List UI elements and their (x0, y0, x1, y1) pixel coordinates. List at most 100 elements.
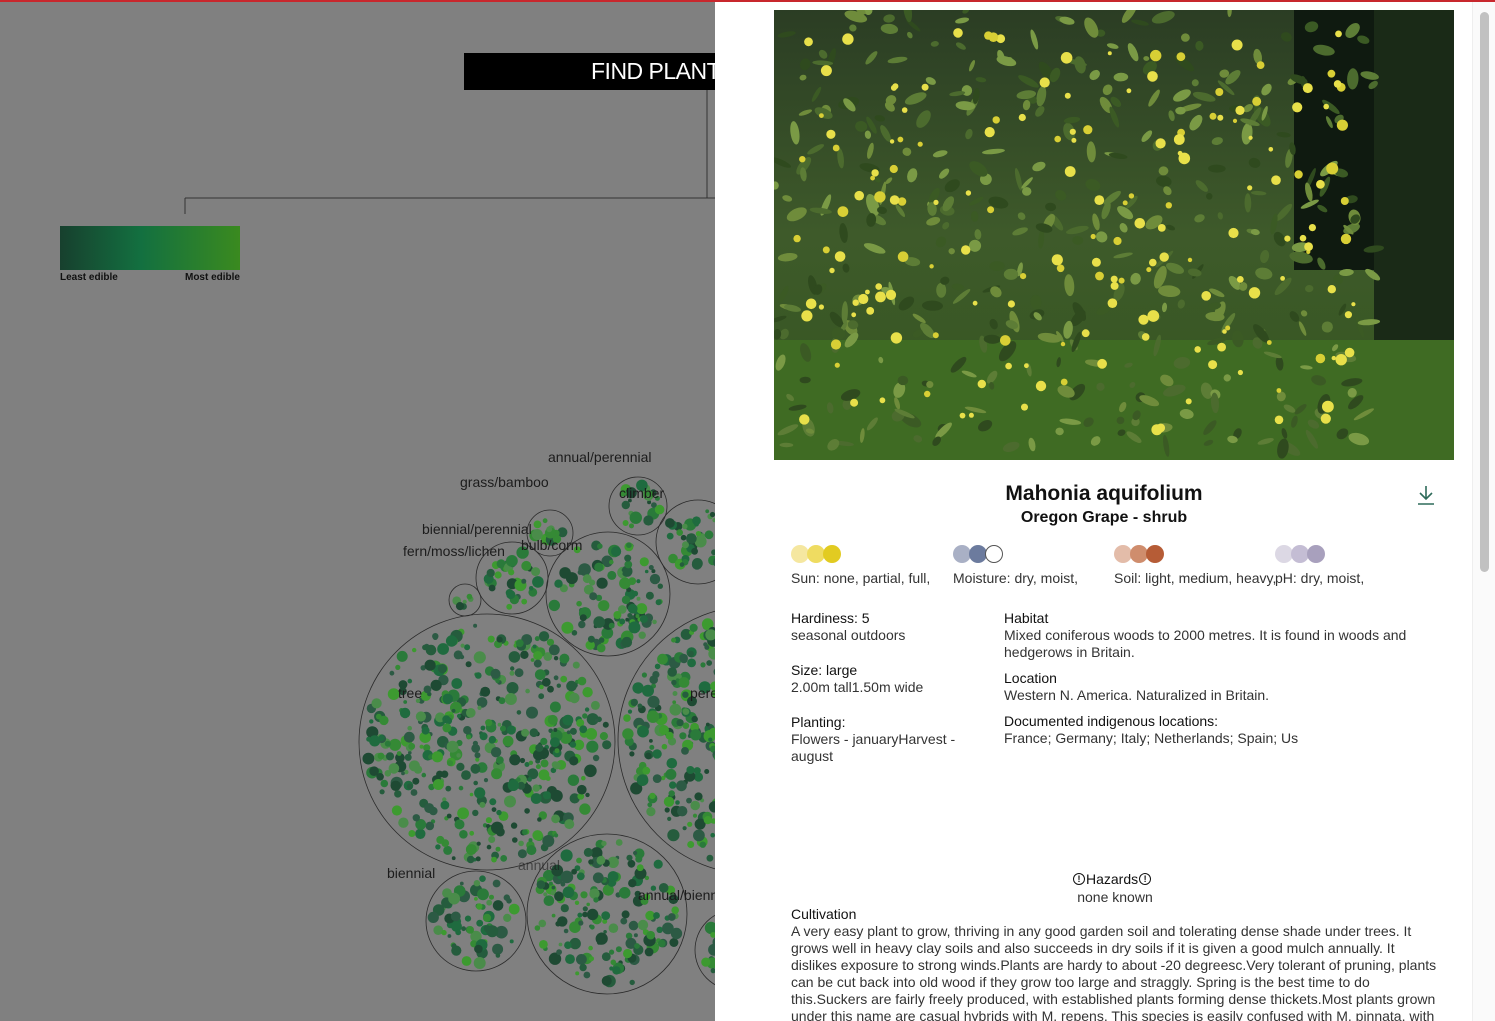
label-annual-biennial[interactable]: annual/bienn (638, 887, 719, 903)
plant-dot (425, 644, 437, 656)
plant-dot (396, 751, 402, 756)
soil-condition: Soil: light, medium, heavy, (1114, 545, 1276, 586)
plant-dot (624, 560, 633, 569)
plant-dot (594, 562, 604, 572)
cultivation-label: Cultivation (791, 906, 857, 922)
plant-dot (628, 621, 641, 634)
plant-dot (653, 859, 663, 869)
plant-dot (512, 837, 518, 843)
plant-dot (646, 710, 660, 723)
plant-dot (390, 780, 401, 791)
plant-dot (508, 569, 515, 576)
plant-dot (525, 688, 530, 694)
plant-dot (601, 555, 613, 568)
plant-dot (668, 553, 678, 564)
label-climber[interactable]: climber (619, 485, 665, 501)
plant-dot (575, 971, 580, 976)
plant-dot (565, 572, 578, 585)
plant-dot (521, 634, 533, 645)
plant-dot (553, 728, 558, 732)
panel-scrollbar[interactable] (1472, 2, 1495, 1021)
plant-dot (625, 932, 633, 940)
plant-dot (647, 802, 653, 808)
plant-dot (476, 841, 481, 846)
plant-dot (425, 821, 435, 831)
plant-dot (581, 775, 586, 781)
plant-dot (628, 498, 632, 503)
plant-dot (479, 801, 486, 808)
plant-dot (476, 697, 488, 708)
plant-dot (532, 784, 540, 792)
plant-dot (526, 845, 537, 856)
plant-dot (559, 731, 573, 744)
label-annual-perennial[interactable]: annual/perennial (548, 449, 652, 465)
plant-dot (569, 741, 577, 748)
plant-dot (676, 529, 683, 536)
label-annual[interactable]: annual (518, 857, 561, 873)
plant-dot (634, 890, 641, 897)
plant-dot (471, 744, 481, 753)
plant-dot (578, 920, 584, 926)
plant-dot (566, 680, 577, 692)
plant-dot (461, 770, 471, 780)
label-perennial[interactable]: pere (690, 685, 719, 701)
plant-dot (539, 940, 548, 949)
label-tree[interactable]: tree (398, 685, 423, 701)
size-label: Size: large (791, 662, 858, 678)
plant-dot (590, 700, 600, 710)
label-biennial[interactable]: biennial (387, 865, 436, 881)
plant-dot (682, 826, 687, 831)
plant-dot (408, 742, 416, 750)
plant-dot (681, 747, 689, 755)
soil-dot (1114, 545, 1132, 563)
plant-dot (540, 737, 548, 746)
scrollbar-thumb[interactable] (1480, 12, 1489, 572)
plant-dot (509, 670, 515, 676)
plant-dot (706, 854, 714, 862)
plant-dot (608, 622, 615, 629)
plant-dot (433, 925, 444, 935)
plant-dot (518, 840, 524, 847)
plant-dot (579, 725, 588, 734)
label-biennial-perennial[interactable]: biennial/perennial (422, 521, 532, 537)
plant-dot (369, 719, 374, 724)
plant-dot (627, 859, 636, 868)
plant-dot (551, 761, 559, 768)
plant-dot (488, 836, 496, 843)
plant-dot (588, 859, 594, 865)
plant-dot (560, 675, 568, 683)
plant-dot (459, 830, 468, 839)
label-fern-moss-lichen[interactable]: fern/moss/lichen (403, 543, 505, 559)
plant-dot (589, 888, 600, 899)
plant-dot (532, 644, 537, 649)
plant-dot (635, 614, 640, 619)
plant-dot (598, 600, 610, 612)
category-bubble (475, 541, 549, 615)
download-icon[interactable] (1416, 484, 1436, 506)
plant-dot (690, 800, 700, 811)
plant-dot (596, 855, 606, 865)
plant-dot (507, 779, 520, 791)
edibility-gradient (60, 226, 240, 270)
plant-dot (613, 611, 622, 619)
plant-dot (548, 952, 562, 965)
label-bulb-corm[interactable]: bulb/corm (521, 537, 583, 553)
plant-dot (528, 760, 534, 765)
plant-dot (451, 943, 457, 949)
plant-dot (459, 881, 464, 886)
plant-dot (637, 703, 643, 709)
plant-dot (710, 932, 716, 938)
plant-dot (510, 822, 518, 829)
plant-photo (774, 10, 1454, 460)
plant-dot (583, 584, 594, 595)
location-value: Western N. America. Naturalized in Brita… (1004, 687, 1270, 703)
plant-dot (698, 681, 711, 694)
label-grass-bamboo[interactable]: grass/bamboo (460, 474, 549, 490)
plant-dot (625, 937, 637, 949)
plant-dot (636, 479, 648, 492)
plant-dot (585, 792, 590, 798)
hardiness-value: seasonal outdoors (791, 627, 906, 643)
plant-dot (567, 774, 580, 786)
plant-dot (640, 897, 649, 905)
plant-dot (475, 757, 480, 762)
